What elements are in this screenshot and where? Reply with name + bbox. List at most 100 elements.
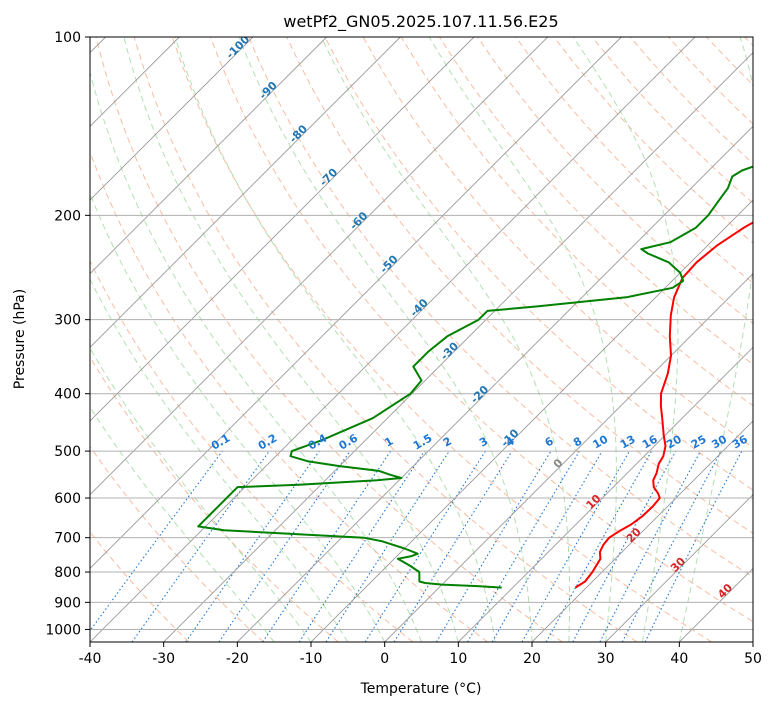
mixing-ratio-label: 8 [571, 435, 584, 450]
dry-adiabat-line [744, 37, 753, 47]
isotherm-label: -50 [377, 252, 400, 275]
mixing-ratio-label: 30 [709, 432, 729, 451]
x-axis: -40 -30 -20 -10 0 10 20 30 40 50 [79, 642, 762, 667]
mixing-ratio-label: 13 [618, 433, 638, 452]
moist-adiabats [90, 37, 753, 642]
dry-adiabat-line [90, 445, 264, 642]
dry-adiabat-line [95, 37, 563, 642]
mixing-ratio-line [185, 450, 320, 642]
isotherm-label: -70 [317, 166, 340, 189]
plot-content: -100-90-80-70-60-50-40-30-20-10010203040… [90, 37, 753, 642]
mixing-ratio-line [90, 450, 223, 632]
plot-frame [89, 36, 754, 643]
mixing-ratio-label: 25 [689, 433, 709, 452]
moist-adiabat-line [90, 347, 312, 642]
isotherm-line [90, 37, 548, 496]
mixing-ratio-line [644, 450, 743, 642]
isotherm-line [90, 37, 696, 642]
dewpoint-profile-line [197, 165, 753, 589]
y-tick-label: 500 [54, 444, 81, 460]
isotherm-label: -90 [257, 79, 280, 102]
y-tick-label: 700 [54, 531, 81, 547]
dry-adiabat-line [553, 37, 753, 244]
isotherm-label: -80 [287, 122, 310, 145]
dry-adiabat-line [286, 37, 753, 534]
mixing-ratio-label: 3 [477, 435, 490, 450]
dry-adiabat-line [210, 37, 753, 623]
mixing-ratio-line [467, 450, 580, 642]
moist-adiabat-line [572, 37, 679, 642]
dry-adiabat-line [90, 150, 488, 642]
mixing-ratio-label: 0.2 [256, 432, 279, 453]
isotherm-line [90, 37, 327, 275]
isotherm-label: -60 [347, 209, 370, 232]
dry-adiabat-line [668, 37, 753, 125]
isotherm-line [531, 420, 753, 642]
moist-adiabat-line [90, 192, 386, 642]
isotherm-line [90, 37, 401, 348]
series-layer [197, 165, 753, 589]
dry-adiabats [90, 37, 753, 642]
isotherm-line [752, 641, 753, 642]
dry-adiabat-line [248, 37, 753, 578]
isobars [90, 37, 753, 630]
mixing-ratio-label: 1 [382, 435, 395, 450]
isotherm-line [605, 494, 753, 642]
y-tick-label: 400 [54, 387, 81, 403]
mixing-ratio-line [262, 450, 392, 642]
y-tick-label: 900 [54, 595, 81, 611]
x-tick-label: 50 [744, 651, 762, 667]
x-axis-label: Temperature (°C) [360, 681, 482, 697]
temperature-profile-line [574, 221, 753, 589]
y-tick-label: 200 [54, 208, 81, 224]
isotherm-line [90, 37, 254, 201]
isotherm-line [90, 37, 475, 422]
dry-adiabat-line [90, 531, 190, 642]
mixing-ratio-line [435, 450, 552, 642]
moist-adiabat-line [123, 37, 459, 642]
moist-adiabat-line [174, 37, 496, 642]
isotherm-line [90, 37, 622, 569]
y-tick-label: 1000 [45, 622, 81, 638]
x-tick-label: -20 [226, 651, 249, 667]
y-tick-label: 100 [54, 30, 81, 46]
isotherm-line [384, 273, 753, 642]
moist-adiabat-line [90, 70, 422, 642]
dry-adiabat-line [90, 356, 339, 642]
x-tick-label: 20 [523, 651, 541, 667]
isotherm-line [310, 199, 753, 642]
mixing-ratio-line [218, 450, 351, 642]
mixing-ratio-line [298, 450, 425, 642]
mixing-ratio-label: 16 [640, 432, 660, 451]
dry-adiabat-line [133, 37, 638, 642]
mixing-ratio-line [572, 450, 677, 642]
y-tick-label: 800 [54, 565, 81, 581]
y-tick-label: 600 [54, 491, 81, 507]
dry-adiabat-line [171, 37, 712, 642]
mixing-ratio-line [545, 450, 653, 642]
mixing-ratio-line [599, 450, 701, 642]
isotherm-label: -20 [468, 383, 491, 406]
moist-adiabat-line [90, 406, 275, 642]
moist-adiabat-line [678, 37, 753, 642]
x-tick-label: 30 [597, 651, 615, 667]
moist-adiabat-line [428, 37, 617, 642]
isotherm-line [237, 125, 753, 642]
dry-adiabat-line [706, 37, 753, 86]
moist-adiabat-line [90, 278, 349, 642]
x-tick-label: 0 [380, 651, 389, 667]
moist-adiabat-line [238, 37, 533, 642]
isotherm-label: -30 [438, 339, 461, 362]
mixing-ratio-line [325, 450, 450, 642]
x-tick-label: -40 [79, 651, 102, 667]
dry-adiabat-line [515, 37, 753, 284]
mixing-ratio-lines [90, 450, 743, 642]
y-axis: 100 200 300 400 500 600 700 800 900 1000 [45, 30, 90, 638]
isotherm-label: 10 [584, 492, 604, 512]
y-axis-label: Pressure (hPa) [12, 289, 28, 389]
y-tick-label: 300 [54, 313, 81, 329]
isotherm-line [163, 52, 753, 642]
isotherm-line [679, 567, 753, 642]
moist-adiabat-line [320, 37, 571, 642]
